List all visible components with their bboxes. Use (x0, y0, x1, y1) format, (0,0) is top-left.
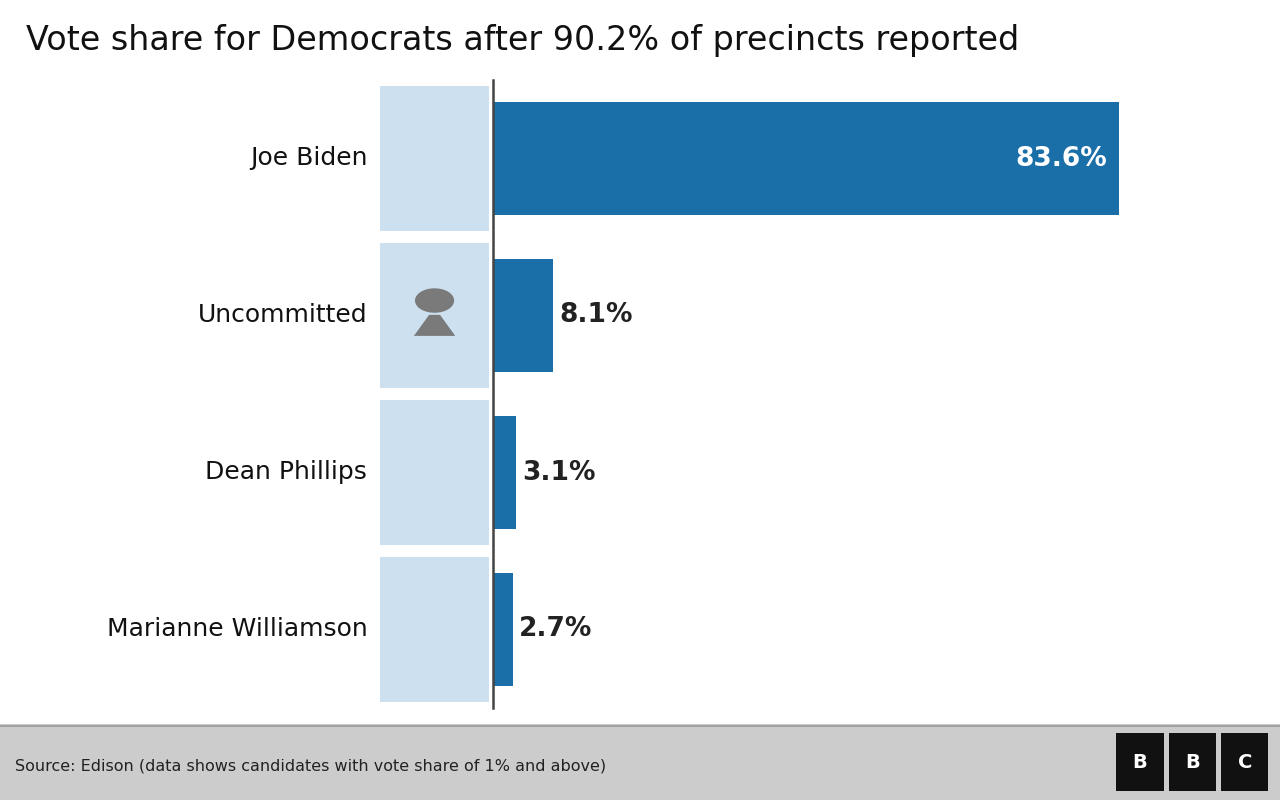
Text: Marianne Williamson: Marianne Williamson (106, 618, 367, 642)
Text: Source: Edison (data shows candidates with vote share of 1% and above): Source: Edison (data shows candidates wi… (15, 758, 607, 774)
Text: Dean Phillips: Dean Phillips (206, 461, 367, 485)
Text: Vote share for Democrats after 90.2% of precincts reported: Vote share for Democrats after 90.2% of … (26, 24, 1019, 57)
Bar (493, 259, 553, 372)
Text: Uncommitted: Uncommitted (197, 303, 367, 327)
Bar (1169, 733, 1216, 791)
Text: C: C (1238, 753, 1252, 771)
Bar (1221, 733, 1268, 791)
Text: 2.7%: 2.7% (518, 617, 593, 642)
Bar (493, 416, 516, 529)
Text: 8.1%: 8.1% (559, 302, 632, 329)
Text: B: B (1185, 753, 1199, 771)
Text: B: B (1133, 753, 1147, 771)
Bar (1116, 733, 1164, 791)
Text: Joe Biden: Joe Biden (250, 146, 367, 170)
Text: 83.6%: 83.6% (1016, 146, 1107, 171)
Text: 3.1%: 3.1% (522, 459, 595, 486)
Bar (493, 573, 513, 686)
Bar (493, 102, 1119, 215)
